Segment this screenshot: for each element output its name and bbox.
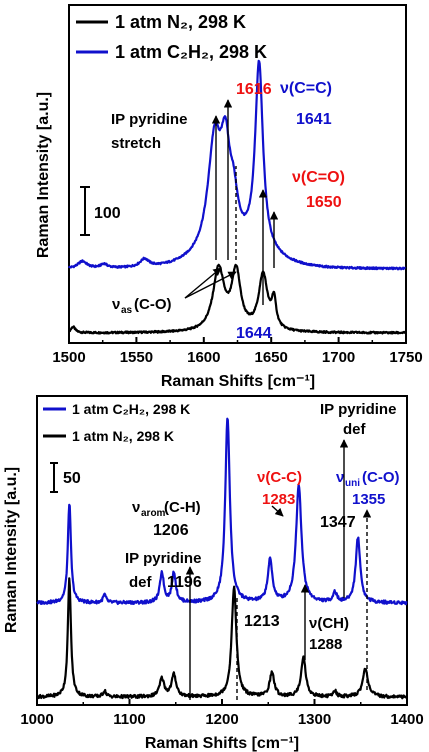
ann-1641: 1641 bbox=[296, 111, 332, 128]
x-tick-label: 1750 bbox=[389, 349, 422, 366]
x-ticks-bottom: 1000 1100 1200 1300 1400 bbox=[20, 699, 424, 728]
x-axis-title-top: Raman Shifts [cm⁻¹] bbox=[161, 373, 315, 390]
ann-1196: 1196 bbox=[167, 574, 202, 591]
x-tick-label: 1500 bbox=[52, 349, 85, 366]
ann-1213: 1213 bbox=[244, 613, 280, 630]
series-lines-bottom bbox=[35, 417, 408, 700]
ann-nu-arom: ν bbox=[132, 499, 140, 516]
legend-top: 1 atm N₂, 298 K 1 atm C₂H₂, 298 K bbox=[76, 12, 267, 62]
legend-bottom: 1 atm C₂H₂, 298 K 1 atm N₂, 298 K bbox=[43, 401, 190, 444]
ann-co-b: (C-O) bbox=[362, 469, 400, 486]
ann-nu-co: ν(C=O) bbox=[292, 169, 345, 186]
x-axis-title-bottom: Raman Shifts [cm⁻¹] bbox=[145, 735, 299, 752]
ann-ip-pyridine-def-2: IP pyridine bbox=[320, 401, 396, 418]
scale-bar-label-top: 100 bbox=[94, 205, 121, 222]
ann-def: def bbox=[129, 574, 153, 591]
annotation-arrows-top bbox=[184, 99, 279, 305]
ann-ip-pyridine-def: IP pyridine bbox=[125, 550, 201, 567]
legend-label-c2h2-b: 1 atm C₂H₂, 298 K bbox=[72, 401, 190, 417]
ann-ch: (C-H) bbox=[164, 499, 201, 516]
scale-bar-label-bottom: 50 bbox=[63, 470, 81, 487]
ann-1206: 1206 bbox=[153, 522, 189, 539]
scale-bar-top: 100 bbox=[80, 186, 121, 236]
x-tick-label: 1650 bbox=[255, 349, 288, 366]
x-tick-label: 1600 bbox=[187, 349, 220, 366]
ann-nu-uni: ν bbox=[336, 469, 344, 486]
ann-as-subscript: as bbox=[121, 305, 133, 316]
series-line bbox=[36, 417, 408, 606]
scale-bar-bottom: 50 bbox=[50, 462, 81, 493]
x-tick-label: 1100 bbox=[113, 711, 146, 728]
annotation-arrows-bottom bbox=[185, 439, 372, 700]
ann-arom-subscript: arom bbox=[141, 508, 166, 519]
series-line bbox=[67, 263, 407, 335]
ann-1355: 1355 bbox=[352, 491, 385, 508]
ann-nu-ch: ν(CH) bbox=[309, 615, 349, 632]
chart-bottom: 1000 1100 1200 1300 1400 1 atm C₂H₂, 298 K 1… bbox=[3, 395, 424, 752]
ann-1616: 1616 bbox=[236, 81, 272, 98]
x-tick-label: 1400 bbox=[390, 711, 423, 728]
x-ticks-top: 1500 1550 1600 1650 1700 1750 bbox=[52, 337, 423, 366]
ann-1283: 1283 bbox=[262, 491, 295, 508]
legend-label-n2: 1 atm N₂, 298 K bbox=[115, 12, 246, 32]
chart-top: 1500 1550 1600 1650 1700 1750 1 atm N₂, 298 K… bbox=[35, 4, 423, 390]
y-axis-title-top: Raman Intensity [a.u.] bbox=[35, 92, 52, 258]
series-line bbox=[35, 577, 408, 700]
series-lines-top bbox=[67, 59, 407, 335]
ann-nu-cc: ν(C=C) bbox=[280, 80, 332, 97]
ann-1347: 1347 bbox=[320, 514, 356, 531]
ann-1650: 1650 bbox=[306, 194, 342, 211]
x-tick-label: 1700 bbox=[322, 349, 355, 366]
ann-1288: 1288 bbox=[309, 636, 342, 653]
ann-nu-cc-b: ν(C-C) bbox=[257, 469, 302, 486]
legend-label-n2-b: 1 atm N₂, 298 K bbox=[72, 428, 174, 444]
ann-1644: 1644 bbox=[236, 325, 272, 342]
x-tick-label: 1300 bbox=[298, 711, 331, 728]
ann-co: (C-O) bbox=[134, 296, 172, 313]
series-line bbox=[67, 59, 407, 271]
y-axis-title-bottom: Raman Intensity [a.u.] bbox=[3, 467, 20, 633]
ann-nu-as: ν bbox=[112, 296, 120, 313]
x-tick-label: 1200 bbox=[205, 711, 238, 728]
legend-label-c2h2: 1 atm C₂H₂, 298 K bbox=[115, 42, 267, 62]
x-tick-label: 1000 bbox=[20, 711, 53, 728]
ann-uni-subscript: uni bbox=[345, 478, 360, 489]
ann-stretch: stretch bbox=[111, 135, 161, 152]
ann-def-2: def bbox=[343, 421, 367, 438]
ann-ip-pyridine-1: IP pyridine bbox=[111, 111, 187, 128]
x-tick-label: 1550 bbox=[120, 349, 153, 366]
